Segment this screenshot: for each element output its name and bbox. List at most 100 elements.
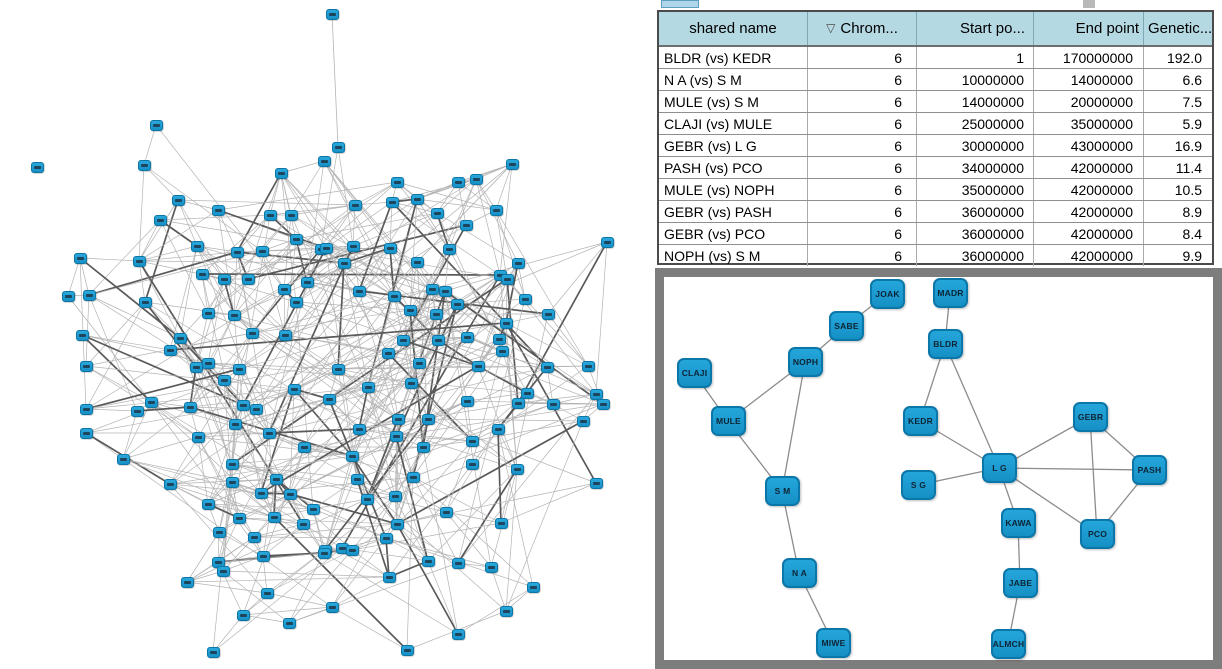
network-node[interactable]: [541, 362, 554, 373]
column-header-end-point[interactable]: End point: [1033, 12, 1144, 47]
network-node[interactable]: [218, 274, 231, 285]
network-node[interactable]: [275, 168, 288, 179]
network-node[interactable]: [389, 491, 402, 502]
network-node[interactable]: [326, 602, 339, 613]
network-node[interactable]: [181, 577, 194, 588]
column-header-start-point[interactable]: Start po...: [916, 12, 1034, 47]
network-node[interactable]: [263, 428, 276, 439]
network-node[interactable]: [404, 305, 417, 316]
network-node[interactable]: [493, 334, 506, 345]
network-node[interactable]: [527, 582, 540, 593]
network-node[interactable]: [501, 274, 514, 285]
network-node[interactable]: [391, 519, 404, 530]
network-node[interactable]: [196, 269, 209, 280]
network-node[interactable]: [154, 215, 167, 226]
network-node[interactable]: [426, 284, 439, 295]
network-node[interactable]: [485, 562, 498, 573]
network-node[interactable]: [283, 618, 296, 629]
network-node[interactable]: [431, 208, 444, 219]
network-node[interactable]: [250, 404, 263, 415]
network-node[interactable]: [432, 335, 445, 346]
network-node[interactable]: [332, 142, 345, 153]
sub-network-node[interactable]: ALMCH: [991, 629, 1026, 659]
network-node[interactable]: [388, 291, 401, 302]
network-node[interactable]: [492, 424, 505, 435]
network-node[interactable]: [417, 442, 430, 453]
network-node[interactable]: [601, 237, 614, 248]
network-node[interactable]: [451, 299, 464, 310]
network-node[interactable]: [207, 647, 220, 658]
table-row[interactable]: PASH (vs) PCO 6 34000000 42000000 11.4: [659, 156, 1212, 179]
network-node[interactable]: [285, 210, 298, 221]
network-node[interactable]: [139, 297, 152, 308]
network-node[interactable]: [461, 332, 474, 343]
network-node[interactable]: [279, 330, 292, 341]
network-node[interactable]: [246, 328, 259, 339]
network-node[interactable]: [80, 428, 93, 439]
sub-network-node[interactable]: CLAJI: [677, 358, 712, 388]
table-row[interactable]: BLDR (vs) KEDR 6 1 170000000 192.0: [659, 46, 1212, 69]
network-node[interactable]: [256, 246, 269, 257]
network-node[interactable]: [284, 489, 297, 500]
network-node[interactable]: [318, 548, 331, 559]
network-node[interactable]: [384, 243, 397, 254]
network-node[interactable]: [422, 556, 435, 567]
network-node[interactable]: [174, 333, 187, 344]
network-node[interactable]: [264, 210, 277, 221]
network-node[interactable]: [202, 308, 215, 319]
network-node[interactable]: [519, 294, 532, 305]
sub-network-node[interactable]: MULE: [711, 406, 746, 436]
network-node[interactable]: [237, 400, 250, 411]
network-node[interactable]: [164, 479, 177, 490]
sub-network-node[interactable]: S M: [765, 476, 800, 506]
network-node[interactable]: [495, 518, 508, 529]
network-node[interactable]: [346, 451, 359, 462]
network-node[interactable]: [202, 499, 215, 510]
network-node[interactable]: [466, 459, 479, 470]
network-node[interactable]: [590, 478, 603, 489]
network-node[interactable]: [351, 474, 364, 485]
sub-network-node[interactable]: SABE: [829, 311, 864, 341]
network-node[interactable]: [349, 200, 362, 211]
network-node[interactable]: [229, 419, 242, 430]
network-node[interactable]: [430, 309, 443, 320]
mini-tab[interactable]: [661, 0, 699, 8]
network-node[interactable]: [392, 414, 405, 425]
column-header-chromosome[interactable]: ▽ Chrom...: [807, 12, 917, 47]
table-row[interactable]: CLAJI (vs) MULE 6 25000000 35000000 5.9: [659, 112, 1212, 135]
sub-network-node[interactable]: MADR: [933, 278, 968, 308]
sub-network-node[interactable]: KAWA: [1001, 508, 1036, 538]
network-node[interactable]: [268, 512, 281, 523]
network-node[interactable]: [62, 291, 75, 302]
filter-icon[interactable]: ▽: [826, 21, 836, 35]
network-node[interactable]: [172, 195, 185, 206]
network-node[interactable]: [380, 533, 393, 544]
network-node[interactable]: [413, 358, 426, 369]
network-node[interactable]: [237, 610, 250, 621]
network-node[interactable]: [233, 513, 246, 524]
network-node[interactable]: [80, 404, 93, 415]
network-node[interactable]: [443, 244, 456, 255]
network-node[interactable]: [542, 309, 555, 320]
network-node[interactable]: [490, 205, 503, 216]
scrollbar-thumb[interactable]: [1083, 0, 1095, 8]
network-node[interactable]: [261, 588, 274, 599]
network-node[interactable]: [397, 335, 410, 346]
network-node[interactable]: [590, 389, 603, 400]
network-node[interactable]: [226, 459, 239, 470]
column-header-shared-name[interactable]: shared name: [659, 12, 808, 47]
sub-network-node[interactable]: KEDR: [903, 406, 938, 436]
network-node[interactable]: [231, 247, 244, 258]
network-node[interactable]: [233, 364, 246, 375]
network-node[interactable]: [577, 416, 590, 427]
network-node[interactable]: [297, 519, 310, 530]
sub-network-node[interactable]: JABE: [1003, 568, 1038, 598]
network-node[interactable]: [192, 432, 205, 443]
network-node[interactable]: [512, 398, 525, 409]
network-node[interactable]: [213, 527, 226, 538]
sub-network-node[interactable]: PASH: [1132, 455, 1167, 485]
network-node[interactable]: [440, 507, 453, 518]
network-node[interactable]: [346, 545, 359, 556]
network-node[interactable]: [326, 9, 339, 20]
network-node[interactable]: [318, 156, 331, 167]
